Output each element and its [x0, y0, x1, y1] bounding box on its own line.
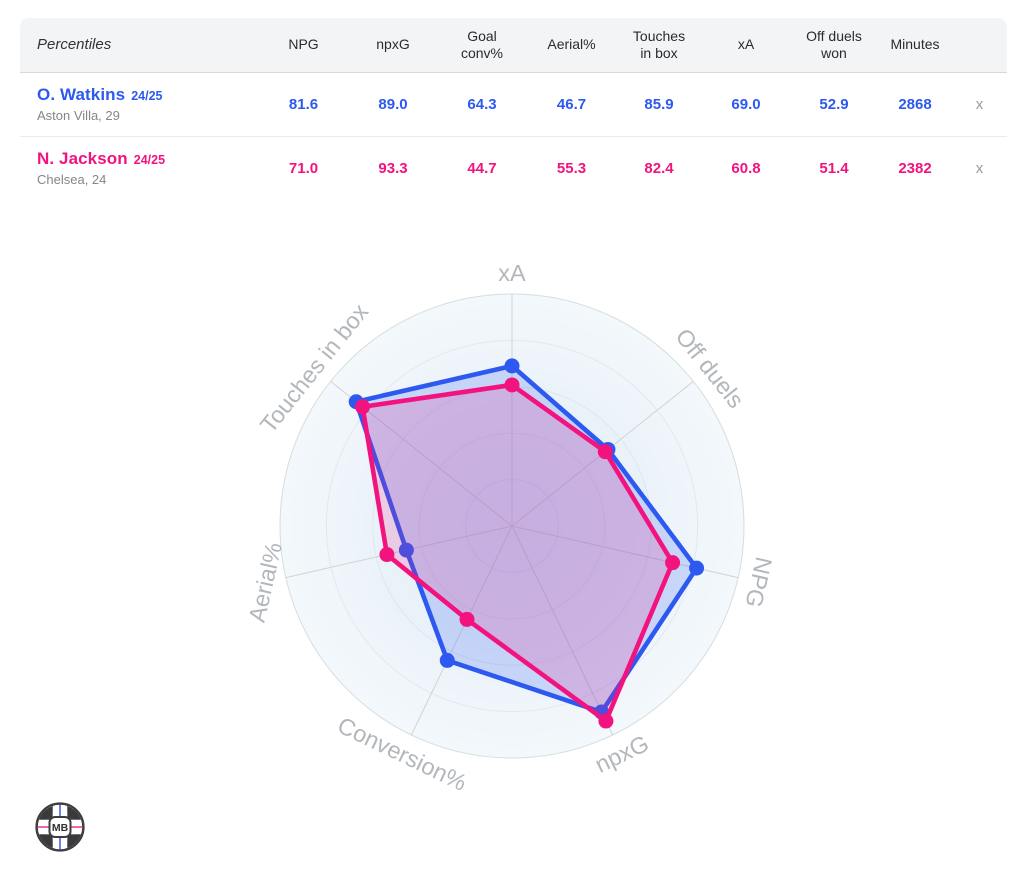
data-point: [398, 542, 414, 558]
radar-axis-label: Aerial%: [244, 540, 287, 625]
stat-value: 64.3: [467, 96, 497, 113]
radar-axis-line: [511, 525, 614, 736]
stat-value: 89.0: [378, 96, 408, 113]
logo-wedge: [39, 806, 53, 820]
radar-axis-line: [285, 525, 513, 579]
logo-wedge: [39, 834, 53, 848]
data-point: [504, 358, 520, 374]
player-season: 24/25: [131, 89, 163, 104]
table-header-row: Percentiles NPG npxG Goal conv% Aerial% Touc…: [20, 18, 1007, 73]
player-season: 24/25: [133, 153, 166, 168]
player-subtitle: Aston Villa, 29: [37, 107, 120, 123]
mb-logo: MB: [35, 802, 85, 852]
data-point: [597, 444, 613, 460]
data-point: [459, 611, 475, 627]
table-corner-label: Percentiles: [37, 35, 112, 53]
player-subtitle: Chelsea, 24: [37, 171, 107, 187]
column-header: NPG: [288, 36, 319, 53]
data-point: [355, 399, 371, 415]
stat-value: 71.0: [288, 160, 319, 177]
stat-value: 60.8: [731, 160, 761, 177]
column-header: Aerial%: [547, 36, 596, 53]
stat-value: 82.4: [644, 160, 674, 177]
stat-value: 46.7: [556, 96, 587, 113]
player-name-cell: O. Watkins 24/25 Aston Villa, 29: [20, 85, 258, 123]
stat-value: 2868: [898, 96, 932, 113]
remove-player-button[interactable]: x: [975, 96, 984, 113]
column-header: Goal conv%: [460, 27, 504, 62]
percentiles-table: Percentiles NPG npxG Goal conv% Aerial% Touc…: [20, 18, 1007, 200]
player-name: N. Jackson: [37, 149, 128, 169]
radar-axis-label: NPG: [740, 555, 777, 610]
stat-value: 85.9: [644, 96, 674, 113]
data-point: [689, 560, 705, 576]
stat-value: 55.3: [556, 160, 587, 177]
logo-wedge: [67, 806, 81, 820]
logo-wedge: [67, 834, 81, 848]
column-header: Minutes: [890, 36, 940, 53]
logo-text: MB: [52, 822, 69, 834]
stat-value: 93.3: [378, 160, 408, 177]
stat-value: 52.9: [819, 96, 849, 113]
series-polygon: [360, 382, 675, 724]
data-point: [665, 555, 681, 571]
data-point: [379, 547, 395, 563]
column-header: Off duels won: [806, 27, 862, 62]
player-row: N. Jackson 24/25 Chelsea, 24 71.0 93.3 44.7…: [20, 137, 1007, 200]
logo-badge: [48, 816, 72, 838]
column-header: Touches in box: [632, 27, 686, 62]
radar-axis-line: [410, 525, 513, 736]
stat-value: 44.7: [467, 160, 497, 177]
remove-player-button[interactable]: x: [975, 160, 984, 177]
logo-wedges: [39, 806, 81, 848]
player-row: O. Watkins 24/25 Aston Villa, 29 81.6 89.0…: [20, 73, 1007, 137]
column-header: npxG: [376, 36, 410, 53]
stat-value: 51.4: [819, 160, 849, 177]
player-name: O. Watkins: [37, 85, 126, 105]
data-point: [598, 713, 614, 729]
column-header: xA: [737, 36, 755, 53]
stat-value: 81.6: [288, 96, 319, 113]
player-name-cell: N. Jackson 24/25 Chelsea, 24: [20, 149, 258, 187]
stat-value: 2382: [898, 160, 932, 177]
stat-value: 69.0: [731, 96, 761, 113]
data-point: [504, 377, 520, 393]
data-point: [439, 652, 455, 668]
radar-axis-label: xA: [498, 260, 526, 286]
